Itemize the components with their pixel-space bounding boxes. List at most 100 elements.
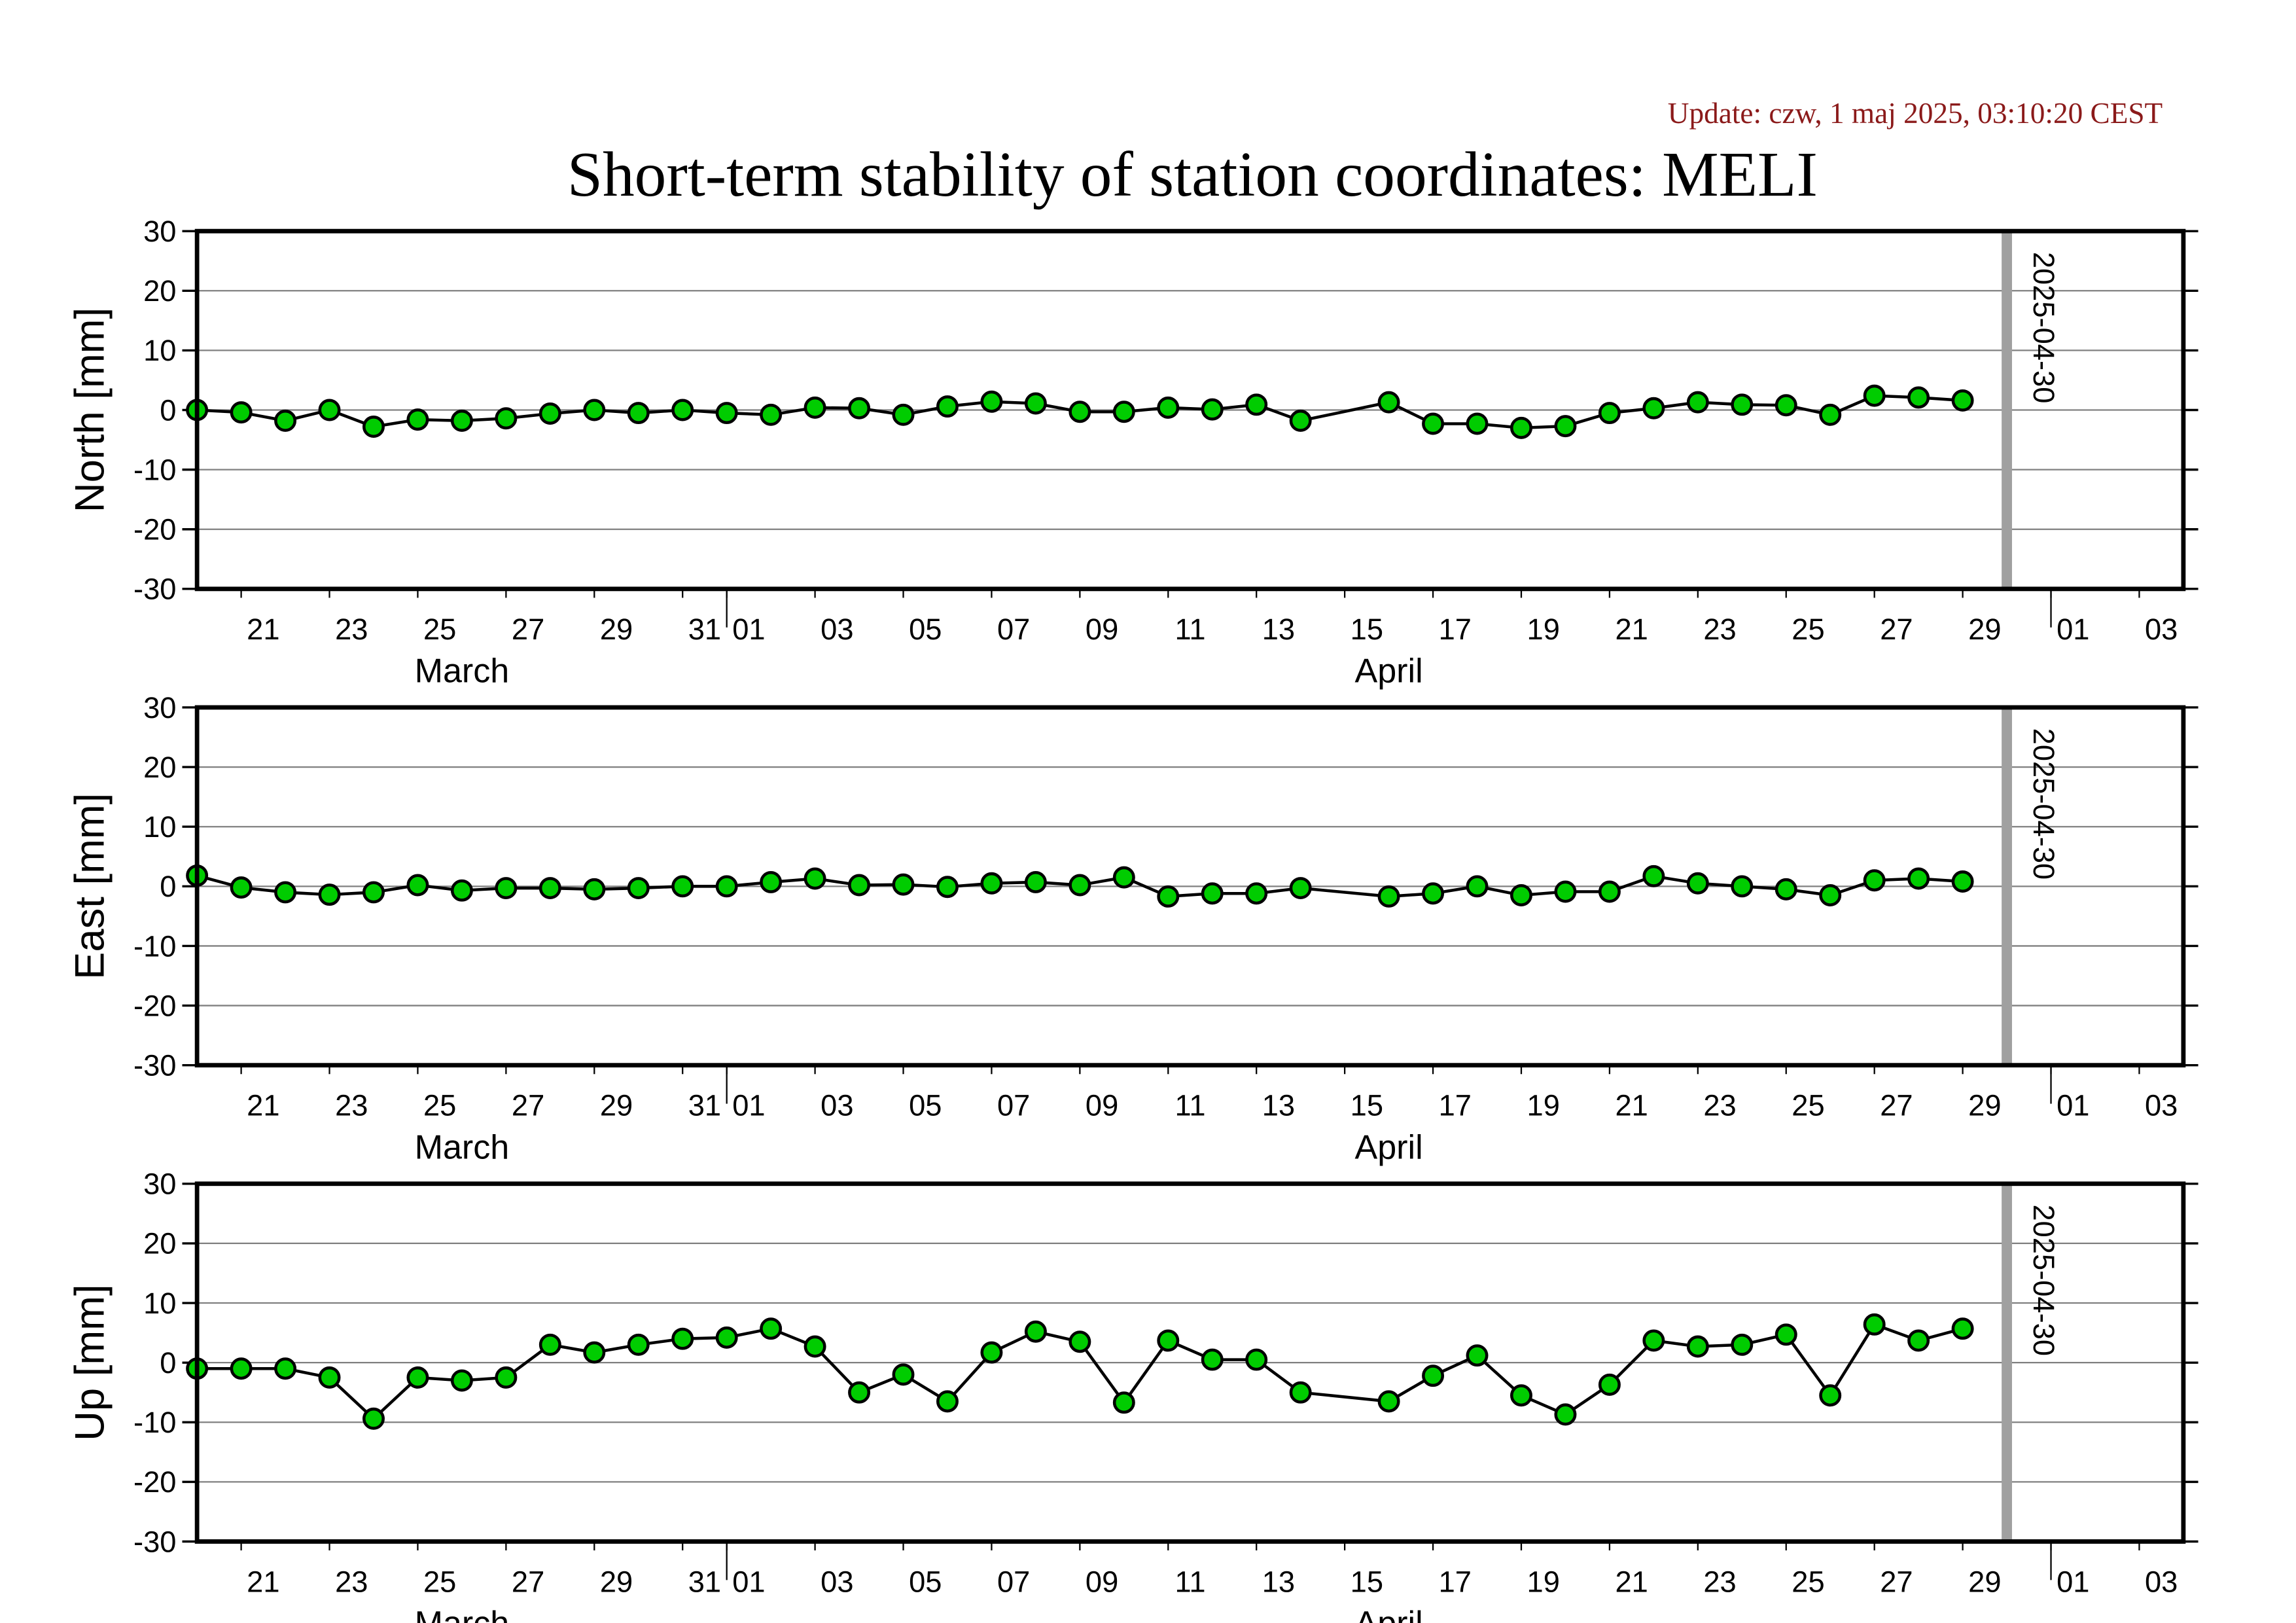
data-point (892, 1363, 915, 1386)
x-tick-label: 09 (1086, 1089, 1118, 1122)
data-point (671, 399, 694, 421)
x-tick-label: 07 (997, 1089, 1030, 1122)
data-point (936, 395, 959, 418)
x-tick-label: 13 (1262, 1565, 1295, 1598)
chart-title: Short-term stability of station coordina… (567, 139, 1818, 210)
x-tick-label: 21 (1615, 613, 1648, 646)
data-point (715, 402, 738, 425)
data-point (1686, 391, 1709, 414)
data-point (1510, 416, 1532, 439)
data-point (1422, 1364, 1445, 1387)
data-point (1245, 393, 1268, 416)
data-point (1069, 401, 1091, 423)
data-point (1819, 884, 1842, 906)
data-point (1863, 869, 1886, 892)
data-point (1112, 866, 1135, 889)
data-point (1466, 412, 1489, 435)
x-tick-label: 23 (335, 1089, 368, 1122)
data-point (1422, 412, 1445, 435)
data-point (230, 876, 253, 899)
y-axis-label: North [mm] (67, 308, 113, 512)
data-point (980, 390, 1003, 413)
data-point (627, 402, 650, 425)
data-point (892, 873, 915, 896)
x-tick-label: 01 (2057, 1565, 2089, 1598)
month-label: March (415, 652, 510, 690)
month-label: April (1355, 1605, 1423, 1623)
month-label: April (1355, 652, 1423, 690)
series-line (196, 874, 1963, 899)
data-point (1024, 1320, 1047, 1343)
data-point (1377, 885, 1400, 908)
data-point (804, 1335, 826, 1358)
x-tick-label: 31 (688, 1089, 721, 1122)
data-point (1377, 1390, 1400, 1413)
data-point (804, 867, 826, 890)
x-tick-label: 21 (1615, 1565, 1648, 1598)
data-point (495, 1366, 518, 1389)
y-tick-label: 0 (160, 870, 176, 903)
data-point (1775, 1323, 1797, 1346)
series-line (197, 1323, 1964, 1421)
data-point (1157, 396, 1180, 419)
data-point (583, 878, 606, 901)
data-point (1024, 392, 1047, 415)
data-point (936, 876, 959, 899)
y-tick-label: 0 (160, 393, 176, 427)
data-point (362, 416, 385, 438)
y-tick-label: 20 (143, 274, 176, 308)
x-tick-label: 13 (1262, 1089, 1295, 1122)
x-tick-label: 15 (1351, 1089, 1383, 1122)
y-tick-label: 30 (143, 1168, 176, 1201)
data-point (230, 1357, 253, 1380)
data-point (495, 407, 518, 430)
data-point (274, 409, 297, 432)
x-tick-label: 03 (2145, 1565, 2178, 1598)
x-tick-label: 01 (2057, 1089, 2089, 1122)
data-point (450, 1369, 473, 1392)
x-tick-label: 05 (909, 1089, 942, 1122)
plot-frame (194, 1181, 2186, 1544)
data-point (1554, 415, 1577, 438)
data-point (980, 872, 1003, 895)
x-tick-label: 21 (247, 1089, 279, 1122)
data-point (539, 877, 561, 900)
series-line (197, 394, 1963, 430)
data-point (1863, 384, 1886, 407)
data-point (1112, 401, 1135, 423)
x-tick-label: 25 (1792, 1089, 1824, 1122)
x-tick-label: 11 (1175, 1565, 1206, 1598)
y-tick-label: 20 (143, 1227, 176, 1260)
x-tick-label: 19 (1527, 1089, 1560, 1122)
x-tick-label: 09 (1086, 613, 1118, 646)
data-point (450, 879, 473, 902)
x-tick-label: 23 (1703, 1089, 1736, 1122)
x-tick-label: 17 (1439, 1565, 1472, 1598)
x-tick-label: 27 (512, 1089, 544, 1122)
x-tick-label: 11 (1175, 613, 1206, 646)
data-point (760, 870, 783, 893)
data-point (1201, 398, 1224, 421)
y-axis-label: Up [mm] (67, 1284, 113, 1440)
data-point (539, 402, 561, 425)
data-point (1201, 1348, 1224, 1371)
data-point (1642, 865, 1665, 887)
data-point (1731, 875, 1754, 898)
x-tick-label: 05 (909, 613, 942, 646)
data-point (1907, 867, 1930, 890)
data-point (406, 408, 429, 431)
data-point (1686, 872, 1709, 895)
data-point (671, 875, 694, 898)
data-point (1951, 870, 1974, 893)
data-point (318, 399, 341, 421)
x-tick-label: 17 (1439, 1089, 1472, 1122)
data-point (1731, 1333, 1754, 1356)
data-point (1466, 875, 1489, 898)
month-label: March (415, 1605, 510, 1623)
data-point (980, 1341, 1003, 1364)
y-tick-label: -10 (133, 1406, 176, 1439)
x-tick-label: 31 (688, 613, 721, 646)
data-point (1069, 1330, 1091, 1353)
data-point (671, 1327, 694, 1350)
